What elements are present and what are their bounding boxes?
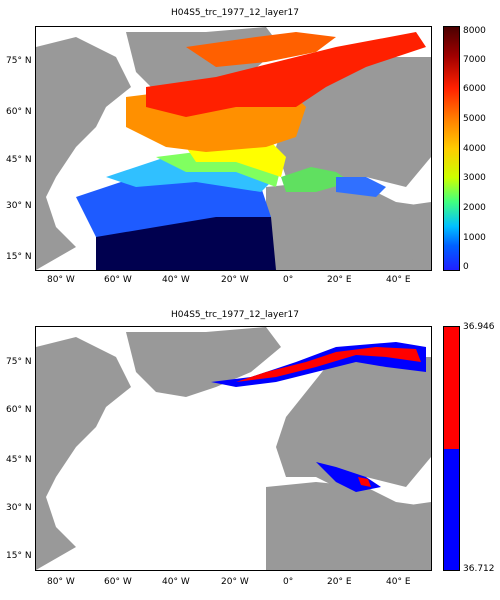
colorbar-tick: 8000 bbox=[463, 26, 486, 36]
lat-tick: 45° N bbox=[6, 155, 32, 165]
colorbar-tick: 36.946 bbox=[463, 322, 495, 332]
lat-tick: 60° N bbox=[6, 107, 32, 117]
map-svg-2 bbox=[36, 327, 431, 570]
lon-tick: 60° W bbox=[104, 577, 132, 587]
map-svg-1 bbox=[36, 27, 431, 270]
colorbar-1 bbox=[443, 26, 460, 271]
land-europe bbox=[276, 357, 431, 487]
lat-tick: 30° N bbox=[6, 201, 32, 211]
lat-tick: 15° N bbox=[6, 551, 32, 561]
band-red bbox=[236, 347, 421, 382]
land-africa bbox=[266, 182, 431, 270]
colorbar-tick: 36.712 bbox=[463, 564, 495, 574]
colorbar-blue-segment bbox=[444, 448, 459, 570]
land-greenland bbox=[126, 327, 281, 397]
med-red bbox=[358, 477, 371, 487]
lat-tick: 30° N bbox=[6, 503, 32, 513]
map-title-1: H04S5_trc_1977_12_layer17 bbox=[170, 8, 300, 18]
colorbar-tick: 1000 bbox=[463, 233, 486, 243]
lon-tick: 0° bbox=[283, 577, 294, 587]
lon-tick: 40° E bbox=[386, 577, 411, 587]
lon-tick: 20° E bbox=[327, 275, 352, 285]
land-north-america bbox=[36, 37, 131, 270]
land-arabia bbox=[396, 202, 431, 270]
colorbar-tick: 5000 bbox=[463, 114, 486, 124]
lon-tick: 80° W bbox=[47, 275, 75, 285]
lon-tick: 40° W bbox=[162, 577, 190, 587]
colorbar-2 bbox=[443, 326, 460, 571]
lat-tick: 75° N bbox=[6, 357, 32, 367]
lon-tick: 20° W bbox=[221, 577, 249, 587]
ocean-red bbox=[146, 32, 426, 117]
map-area-1 bbox=[35, 26, 432, 271]
lon-tick: 40° E bbox=[386, 275, 411, 285]
lon-tick: 20° W bbox=[221, 275, 249, 285]
colorbar-tick: 7000 bbox=[463, 55, 486, 65]
mediterranean bbox=[281, 167, 351, 192]
ocean-darkorange bbox=[186, 32, 336, 67]
med-east bbox=[336, 177, 386, 197]
lat-tick: 75° N bbox=[6, 56, 32, 66]
colorbar-tick: 2000 bbox=[463, 203, 486, 213]
lon-tick: 80° W bbox=[47, 577, 75, 587]
colorbar-tick: 4000 bbox=[463, 144, 486, 154]
colorbar-tick: 6000 bbox=[463, 84, 486, 94]
colorbar-gradient-1 bbox=[444, 27, 459, 270]
land-africa bbox=[266, 482, 431, 570]
lon-tick: 20° E bbox=[327, 577, 352, 587]
lat-tick: 45° N bbox=[6, 455, 32, 465]
land-arabia bbox=[396, 502, 431, 570]
colorbar-red-segment bbox=[444, 327, 459, 449]
colorbar-tick: 3000 bbox=[463, 173, 486, 183]
map-title-2: H04S5_trc_1977_12_layer17 bbox=[170, 310, 300, 320]
lat-tick: 60° N bbox=[6, 405, 32, 415]
map-area-2 bbox=[35, 326, 432, 571]
colorbar-tick: 0 bbox=[463, 262, 469, 272]
lon-tick: 60° W bbox=[104, 275, 132, 285]
lon-tick: 40° W bbox=[162, 275, 190, 285]
ocean-blue bbox=[76, 177, 271, 237]
lon-tick: 0° bbox=[283, 275, 294, 285]
lat-tick: 15° N bbox=[6, 252, 32, 262]
land-north-america bbox=[36, 337, 131, 570]
